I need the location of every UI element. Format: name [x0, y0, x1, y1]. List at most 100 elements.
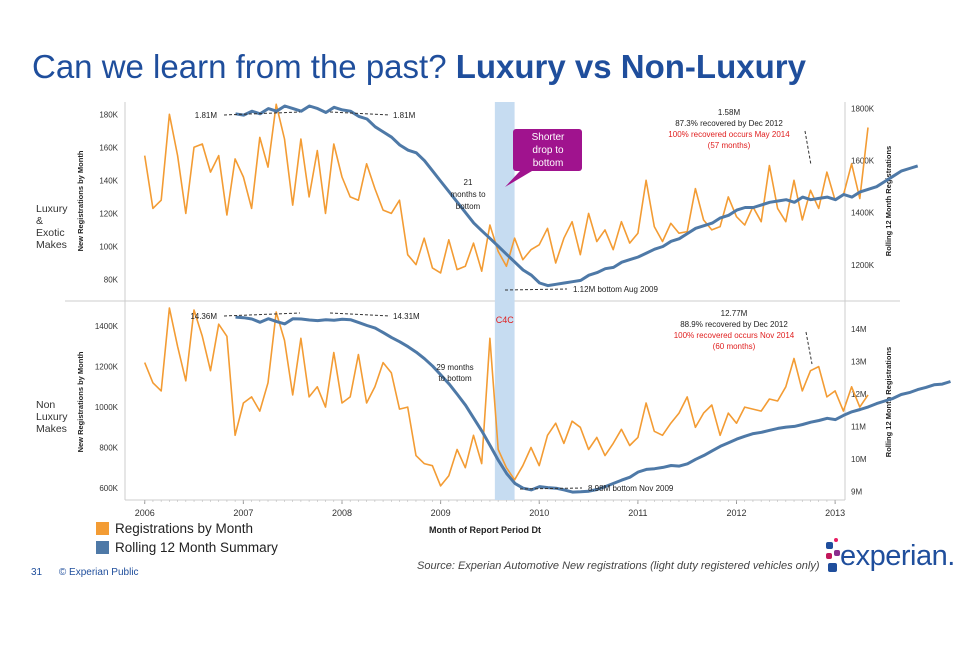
logo-dot-blue — [826, 542, 833, 549]
right-tick-label: 11M — [851, 422, 866, 431]
left-tick-label: 100K — [99, 242, 118, 251]
legend-swatch-rolling — [96, 541, 109, 554]
callout-box — [513, 129, 582, 171]
title-bold: Luxury vs Non-Luxury — [455, 48, 806, 85]
recovery-months: (60 months) — [713, 342, 756, 351]
right-tick-label: 12M — [851, 390, 867, 399]
x-tick-label: 2010 — [529, 508, 549, 518]
right-tick-label: 13M — [851, 357, 867, 366]
logo-dot-pink2 — [834, 538, 838, 542]
x-tick-label: 2011 — [628, 508, 647, 518]
legend-item-monthly: Registrations by Month — [96, 519, 278, 538]
logo-wordmark: experian. — [840, 540, 955, 572]
right-tick-label: 1600K — [851, 157, 875, 166]
legend-item-rolling: Rolling 12 Month Summary — [96, 538, 278, 557]
bottom-connector — [519, 487, 583, 490]
peak-left-connector — [223, 312, 301, 317]
callout-pointer — [505, 171, 532, 187]
recovery-full: 100% recovered occurs May 2014 — [668, 130, 790, 139]
row-label-line: & — [36, 215, 43, 227]
left-tick-label: 120K — [99, 209, 118, 218]
left-tick-label: 140K — [99, 176, 118, 185]
x-tick-label: 2009 — [431, 508, 451, 518]
right-tick-label: 1400K — [851, 209, 875, 218]
footer: 31 © Experian Public — [31, 567, 153, 578]
recovery-connector — [804, 130, 812, 166]
bottom-connector — [504, 288, 568, 291]
months-to-bottom-line2: months to — [450, 190, 486, 199]
recovery-value: 1.58M — [718, 108, 741, 117]
peak-left-label: 1.81M — [195, 111, 218, 120]
logo-dot-pink — [826, 553, 832, 559]
source-note: Source: Experian Automotive New registra… — [417, 560, 820, 572]
row-label-line: Luxury — [36, 203, 68, 215]
left-tick-label: 160K — [99, 143, 118, 152]
months-to-bottom-line2: to bottom — [438, 374, 472, 383]
peak-right-label: 1.81M — [393, 111, 416, 120]
months-to-bottom-line1: 29 months — [436, 363, 473, 372]
left-tick-label: 180K — [99, 110, 118, 119]
x-tick-label: 2006 — [135, 508, 155, 518]
experian-logo: experian. — [822, 538, 955, 578]
rolling-line — [235, 315, 951, 494]
c4c-label: C4C — [496, 315, 515, 325]
page-number: 31 — [31, 567, 43, 578]
legend-swatch-monthly — [96, 522, 109, 535]
x-tick-label: 2007 — [233, 508, 253, 518]
callout-line2: drop to — [532, 145, 564, 156]
footer-label: © Experian Public — [58, 567, 139, 578]
row-label-line: Exotic — [36, 227, 65, 239]
left-tick-label: 1000K — [95, 403, 119, 412]
recovery-connector — [805, 331, 813, 365]
months-to-bottom-line1: 21 — [464, 178, 473, 187]
peak-left-label: 14.36M — [190, 312, 217, 321]
monthly-line — [143, 307, 869, 487]
chart-legend: Registrations by Month Rolling 12 Month … — [96, 519, 278, 557]
x-axis-label: Month of Report Period Dt — [429, 525, 541, 535]
logo-dot-purple — [834, 550, 840, 556]
left-tick-label: 80K — [104, 275, 119, 284]
months-to-bottom-line3: bottom — [456, 202, 481, 211]
right-tick-label: 1200K — [851, 261, 875, 270]
right-tick-label: 9M — [851, 487, 862, 496]
peak-left-connector — [223, 111, 301, 116]
right-tick-label: 10M — [851, 455, 867, 464]
recovery-pct: 88.9% recovered by Dec 2012 — [680, 320, 788, 329]
right-axis-title: Rolling 12 Month Registrations — [884, 146, 893, 256]
row-label-line: Makes — [36, 239, 67, 251]
page-title: Can we learn from the past? Luxury vs No… — [32, 48, 806, 86]
bottom-label: 8.98M bottom Nov 2009 — [588, 484, 674, 493]
x-tick-label: 2013 — [825, 508, 845, 518]
left-axis-title: New Registrations by Month — [76, 150, 85, 251]
bottom-label: 1.12M bottom Aug 2009 — [573, 285, 659, 294]
recovery-months: (57 months) — [708, 141, 751, 150]
callout-line3: bottom — [533, 158, 564, 169]
row-label-line: Makes — [36, 423, 67, 435]
peak-right-connector — [329, 312, 391, 317]
logo-dot-blue2 — [828, 563, 837, 572]
left-tick-label: 1200K — [95, 363, 119, 372]
recovery-value: 12.77M — [721, 309, 748, 318]
left-axis-title: New Registrations by Month — [76, 351, 85, 452]
recovery-pct: 87.3% recovered by Dec 2012 — [675, 119, 783, 128]
right-axis-title: Rolling 12 Month Registrations — [884, 347, 893, 457]
title-plain: Can we learn from the past? — [32, 48, 456, 85]
right-tick-label: 1800K — [851, 105, 875, 114]
row-label-line: Non — [36, 399, 55, 411]
callout-line1: Shorter — [532, 132, 565, 143]
x-tick-label: 2012 — [726, 508, 746, 518]
legend-label-monthly: Registrations by Month — [115, 521, 254, 536]
peak-right-label: 14.31M — [393, 312, 420, 321]
monthly-line — [143, 103, 869, 274]
c4c-highlight-band — [494, 102, 515, 500]
left-tick-label: 1400K — [95, 322, 119, 331]
left-tick-label: 800K — [99, 443, 118, 452]
rolling-line — [235, 104, 919, 288]
x-tick-label: 2008 — [332, 508, 352, 518]
peak-right-connector — [329, 111, 391, 116]
row-label-line: Luxury — [36, 411, 68, 423]
right-tick-label: 14M — [851, 325, 867, 334]
recovery-full: 100% recovered occurs Nov 2014 — [674, 331, 795, 340]
legend-label-rolling: Rolling 12 Month Summary — [115, 540, 278, 555]
